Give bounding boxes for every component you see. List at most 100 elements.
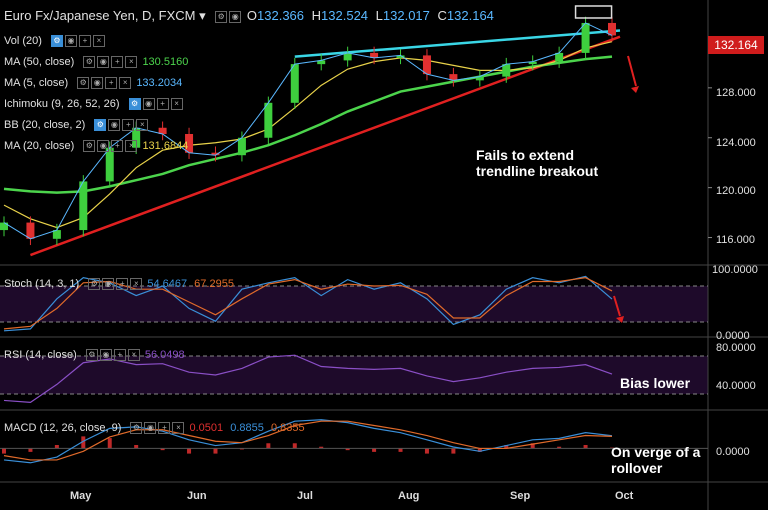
annotation-macd: On verge of a rollover (611, 444, 700, 476)
eye-icon[interactable]: ◉ (102, 278, 115, 291)
eye-icon[interactable]: ◉ (99, 349, 112, 362)
add-icon[interactable]: + (122, 119, 135, 132)
close-icon[interactable]: × (172, 422, 185, 435)
settings-icon[interactable]: ⚙ (94, 119, 107, 132)
macd-hist-bar (504, 444, 509, 449)
eye-icon[interactable]: ◉ (229, 10, 242, 23)
settings-icon[interactable]: ⚙ (130, 422, 143, 435)
price-tick: 116.000 (716, 234, 755, 246)
indicator-row-vol[interactable]: Vol (20) ⚙ ◉ + × (4, 35, 107, 48)
macd-hist-bar (319, 446, 324, 449)
candle-body (185, 134, 194, 153)
indicator-name: MA (50, close) (4, 56, 75, 68)
add-icon[interactable]: + (156, 98, 169, 111)
add-icon[interactable]: + (116, 278, 129, 291)
indicator-row-ichimoku[interactable]: Ichimoku (9, 26, 52, 26) ⚙ ◉ + × (4, 98, 185, 111)
indicator-value: 131.6844 (142, 140, 189, 152)
macd-hist-bar (160, 448, 165, 451)
close-icon[interactable]: × (119, 77, 132, 90)
candle-body (502, 64, 511, 77)
add-icon[interactable]: + (158, 422, 171, 435)
macd-hist-bar (54, 444, 59, 449)
add-icon[interactable]: + (111, 140, 124, 153)
close-icon[interactable]: × (127, 349, 140, 362)
macd-hist-bar (583, 444, 588, 449)
indicator-name: MA (20, close) (4, 140, 75, 152)
candle-body (237, 137, 246, 156)
eye-icon[interactable]: ◉ (108, 119, 121, 132)
candle-body (608, 22, 616, 36)
annotation-trendline: Fails to extend trendline breakout (476, 147, 598, 179)
close-icon[interactable]: × (92, 35, 105, 48)
stoch-k-value: 54.6467 (147, 278, 188, 290)
rsi-value: 56.0498 (144, 349, 185, 361)
close-icon[interactable]: × (136, 119, 149, 132)
indicator-row-ma5[interactable]: MA (5, close) ⚙ ◉ + × 133.2034 (4, 77, 182, 90)
price-line (3, 22, 613, 240)
macd-legend[interactable]: MACD (12, 26, close, 9) ⚙ ◉ + × 0.0501 0.88… (4, 422, 305, 435)
settings-icon[interactable]: ⚙ (83, 140, 96, 153)
candle-body (370, 52, 379, 58)
indicator-name: BB (20, close, 2) (4, 119, 86, 131)
settings-icon[interactable]: ⚙ (215, 10, 228, 23)
settings-icon[interactable]: ⚙ (128, 98, 141, 111)
last-price-badge: 132.164 (708, 36, 764, 54)
annotation-line-2: trendline breakout (476, 163, 599, 179)
settings-icon[interactable]: ⚙ (50, 35, 63, 48)
symbol-title[interactable]: Euro Fx/Japanese Yen, D, FXCM (4, 8, 196, 23)
stoch-tick: 100.0000 (712, 264, 758, 276)
eye-icon[interactable]: ◉ (64, 35, 77, 48)
rsi-legend[interactable]: RSI (14, close) ⚙ ◉ + × 56.0498 (4, 349, 185, 362)
macd-hist-bar (398, 448, 403, 452)
indicator-row-ma50[interactable]: MA (50, close) ⚙ ◉ + × 130.5160 (4, 56, 188, 69)
candle-body (264, 102, 273, 138)
down-arrow (627, 55, 637, 87)
rsi-band (0, 356, 708, 394)
header-icons: ⚙ ◉ (215, 8, 243, 23)
eye-icon[interactable]: ◉ (142, 98, 155, 111)
high-value: 132.524 (321, 8, 369, 23)
macd-name: MACD (12, 26, close, 9) (4, 422, 122, 434)
settings-icon[interactable]: ⚙ (77, 77, 90, 90)
macd-hist-bar (187, 448, 192, 454)
close-icon[interactable]: × (125, 140, 138, 153)
indicator-row-ma20[interactable]: MA (20, close) ⚙ ◉ + × 131.6844 (4, 140, 189, 153)
close-icon[interactable]: × (125, 56, 138, 69)
eye-icon[interactable]: ◉ (97, 140, 110, 153)
symbol-dropdown-icon[interactable]: ▾ (199, 8, 206, 23)
eye-icon[interactable]: ◉ (144, 422, 157, 435)
add-icon[interactable]: + (111, 56, 124, 69)
eye-icon[interactable]: ◉ (91, 77, 104, 90)
annotation-line-1: Fails to extend (476, 147, 575, 163)
price-tick: 128.000 (716, 87, 756, 99)
macd-hist-bar (28, 448, 33, 452)
add-icon[interactable]: + (78, 35, 91, 48)
down-arrow-head (631, 86, 639, 93)
stoch-d-value: 67.2955 (194, 278, 234, 290)
add-icon[interactable]: + (113, 349, 126, 362)
indicator-name: Vol (20) (4, 35, 42, 47)
candle-body (211, 152, 220, 156)
indicator-row-bb[interactable]: BB (20, close, 2) ⚙ ◉ + × (4, 119, 150, 132)
candle-body (290, 64, 299, 103)
stoch-legend[interactable]: Stoch (14, 3, 1) ⚙ ◉ + × 54.6467 67.2955 (4, 278, 234, 291)
settings-icon[interactable]: ⚙ (88, 278, 101, 291)
candle-body (52, 230, 61, 239)
eye-icon[interactable]: ◉ (97, 56, 110, 69)
low-value: 132.017 (382, 8, 430, 23)
settings-icon[interactable]: ⚙ (83, 56, 96, 69)
trendline-resistance (294, 29, 621, 58)
close-icon[interactable]: × (170, 98, 183, 111)
macd-signal-value: 0.8355 (270, 422, 305, 434)
macd-hist-bar (451, 448, 456, 454)
settings-icon[interactable]: ⚙ (85, 349, 98, 362)
add-icon[interactable]: + (105, 77, 118, 90)
close-icon[interactable]: × (130, 278, 143, 291)
macd-hist-bar (134, 444, 139, 449)
rsi-name: RSI (14, close) (4, 349, 77, 361)
chart-header: Euro Fx/Japanese Yen, D, FXCM ▾ ⚙ ◉ O132.… (4, 8, 494, 24)
macd-hist-bar (81, 436, 86, 449)
highlight-box (574, 5, 613, 19)
month-label: May (70, 490, 92, 502)
